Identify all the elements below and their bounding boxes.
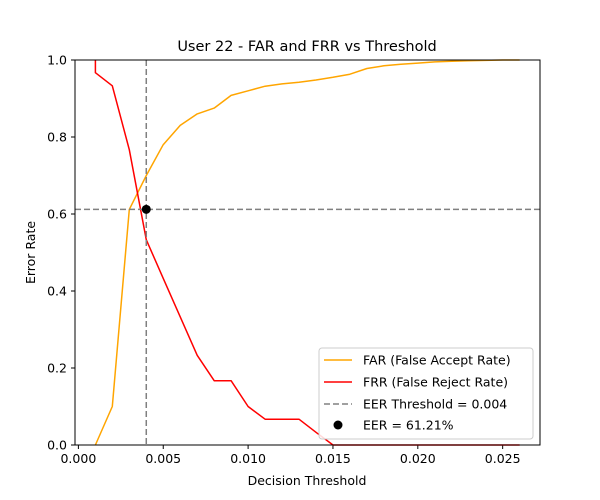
- x-tick-label: 0.015: [315, 451, 351, 466]
- y-tick-label: 0.0: [47, 438, 67, 453]
- eer-point: [141, 204, 151, 214]
- y-tick-label: 0.6: [47, 207, 67, 222]
- legend: FAR (False Accept Rate) FRR (False Rejec…: [318, 347, 534, 440]
- x-tick-label: 0.005: [145, 451, 181, 466]
- y-tick-label: 0.4: [47, 284, 67, 299]
- plot-markers: [141, 204, 151, 214]
- x-tick-label: 0.000: [60, 451, 96, 466]
- legend-far-label: FAR (False Accept Rate): [363, 353, 511, 368]
- far-line: [94, 59, 520, 446]
- axis-ticks: 0.000 0.005 0.010 0.015 0.020 0.025 0.0 0.2 0.4 0…: [47, 53, 520, 467]
- x-tick-label: 0.025: [485, 451, 521, 466]
- legend-eer-label: EER = 61.21%: [363, 418, 454, 433]
- y-axis-label: Error Rate: [23, 221, 38, 284]
- y-tick-label: 1.0: [47, 53, 67, 68]
- legend-box: [318, 347, 534, 440]
- y-tick-label: 0.8: [47, 130, 67, 145]
- legend-frr-label: FRR (False Reject Rate): [363, 375, 508, 390]
- x-tick-label: 0.020: [400, 451, 436, 466]
- chart-title: User 22 - FAR and FRR vs Threshold: [177, 39, 436, 55]
- x-axis-label: Decision Threshold: [248, 473, 367, 488]
- plot-frame: [74, 59, 541, 446]
- legend-threshold-label: EER Threshold = 0.004: [363, 397, 507, 412]
- legend-eer-marker: [333, 420, 343, 430]
- y-tick-label: 0.2: [47, 361, 67, 376]
- x-tick-label: 0.010: [230, 451, 266, 466]
